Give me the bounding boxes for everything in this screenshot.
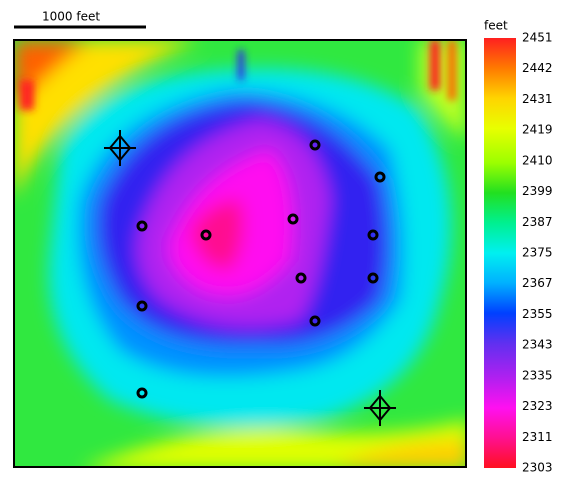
colorbar-tick-label: 2375 [522, 246, 553, 260]
well [367, 272, 379, 284]
well [374, 171, 386, 183]
well [136, 387, 148, 399]
well [309, 315, 321, 327]
crosshair [364, 390, 396, 426]
colorbar-tick-label: 2399 [522, 184, 553, 198]
well [309, 139, 321, 151]
colorbar-title: feet [484, 19, 508, 33]
colorbar-tick-label: 2367 [522, 276, 553, 290]
colorbar-tick-label: 2410 [522, 153, 553, 167]
well [287, 213, 299, 225]
colorbar-tick-label: 2355 [522, 307, 553, 321]
colorbar-tick-label: 2442 [522, 61, 553, 75]
well [136, 220, 148, 232]
colorbar-tick-label: 2311 [522, 430, 553, 444]
well [200, 229, 212, 241]
well [367, 229, 379, 241]
wells [136, 139, 386, 399]
colorbar-tick-label: 2335 [522, 368, 553, 382]
colorbar-tick-label: 2431 [522, 92, 553, 106]
well [136, 300, 148, 312]
colorbar-tick-label: 2303 [522, 461, 553, 475]
colorbar-tick-label: 2387 [522, 215, 553, 229]
crosshair [104, 130, 136, 166]
map-frame [13, 39, 467, 468]
scale-bar-label: 1000 feet [42, 10, 100, 24]
surface-map [14, 40, 466, 467]
colorbar-tick-label: 2343 [522, 338, 553, 352]
colorbar-ticks: 2451 2442 2431 2419 2410 2399 2387 2375 2367 2355… [522, 31, 553, 475]
colorbar-tick-label: 2323 [522, 399, 553, 413]
colorbar-tick-label: 2451 [522, 31, 553, 45]
well [295, 272, 307, 284]
survey-points [104, 130, 396, 426]
colorbar-tick-label: 2419 [522, 123, 553, 137]
colorbar [484, 38, 516, 468]
